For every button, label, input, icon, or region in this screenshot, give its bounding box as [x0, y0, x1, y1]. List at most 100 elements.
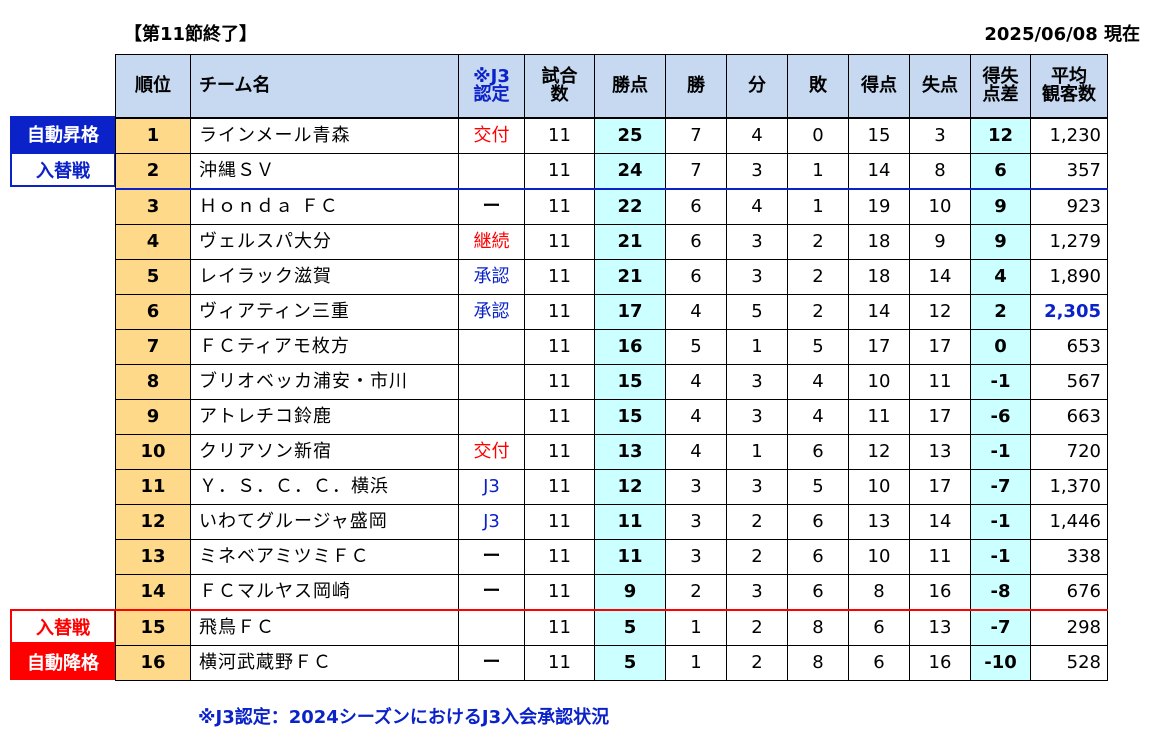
losses-cell: 5: [787, 469, 849, 505]
goal-diff-cell: 6: [970, 153, 1031, 190]
goal-diff-cell: -1: [970, 434, 1031, 470]
j3-status-cell: 交付: [458, 434, 525, 470]
played-cell: 11: [524, 224, 595, 260]
page-title: 【第11節終了】: [124, 24, 258, 45]
col-ga: 失点: [909, 54, 971, 119]
losses-cell: 4: [787, 399, 849, 435]
goals-against-cell: 12: [909, 294, 971, 330]
team-name-cell: ＦＣマルヤス岡崎: [190, 574, 459, 611]
team-name-cell: 沖縄ＳＶ: [190, 153, 459, 190]
col-attendance: 平均 観客数: [1030, 54, 1108, 119]
table-row: 2 沖縄ＳＶ 11 24 7 3 1 14 8 6 357: [115, 153, 1108, 190]
goals-against-cell: 13: [909, 434, 971, 470]
played-cell: 11: [524, 539, 595, 575]
j3-status-cell: ー: [458, 188, 525, 225]
losses-cell: 6: [787, 539, 849, 575]
goals-for-cell: 19: [848, 188, 910, 225]
attendance-cell: 663: [1030, 399, 1108, 435]
goals-for-cell: 6: [848, 645, 910, 681]
goals-for-cell: 10: [848, 469, 910, 505]
j3-status-cell: [458, 329, 525, 365]
goals-against-cell: 17: [909, 399, 971, 435]
attendance-cell: 1,446: [1030, 504, 1108, 540]
wins-cell: 7: [665, 153, 727, 190]
attendance-cell: 357: [1030, 153, 1108, 190]
points-cell: 17: [594, 294, 666, 330]
goals-for-cell: 13: [848, 504, 910, 540]
points-cell: 12: [594, 469, 666, 505]
table-row: 13 ミネベアミツミＦＣ ー 11 11 3 2 6 10 11 -1 338: [115, 539, 1108, 575]
goals-against-cell: 17: [909, 329, 971, 365]
j3-status-cell: 承認: [458, 294, 525, 330]
points-cell: 9: [594, 574, 666, 611]
points-cell: 11: [594, 504, 666, 540]
goals-against-cell: 17: [909, 469, 971, 505]
points-cell: 5: [594, 609, 666, 646]
j3-status-cell: 継続: [458, 224, 525, 260]
losses-cell: 2: [787, 259, 849, 295]
losses-cell: 1: [787, 188, 849, 225]
attendance-cell: 528: [1030, 645, 1108, 681]
rank-cell: 9: [115, 399, 191, 435]
points-cell: 13: [594, 434, 666, 470]
j3-status-cell: ー: [458, 539, 525, 575]
points-cell: 24: [594, 153, 666, 190]
goals-against-cell: 13: [909, 609, 971, 646]
footnote: ※J3認定：2024シーズンにおけるJ3入会承認状況: [198, 707, 610, 728]
col-played: 試合数: [524, 54, 595, 119]
wins-cell: 4: [665, 294, 727, 330]
goals-for-cell: 18: [848, 259, 910, 295]
losses-cell: 2: [787, 224, 849, 260]
rank-cell: 8: [115, 364, 191, 400]
table-row: 6 ヴィアティン三重 承認 11 17 4 5 2 14 12 2 2,305: [115, 294, 1108, 330]
played-cell: 11: [524, 434, 595, 470]
losses-cell: 0: [787, 117, 849, 154]
rank-cell: 14: [115, 574, 191, 611]
goal-diff-cell: 2: [970, 294, 1031, 330]
losses-cell: 6: [787, 574, 849, 611]
table-row: 8 ブリオベッカ浦安・市川 11 15 4 3 4 10 11 -1 567: [115, 364, 1108, 400]
draws-cell: 1: [726, 329, 788, 365]
standings-table: 順位 チーム名 ※J3 認定 試合数 勝点 勝 分 敗 得点 失点 得失 点差 平均…: [115, 54, 1108, 681]
draws-cell: 1: [726, 434, 788, 470]
losses-cell: 8: [787, 609, 849, 646]
played-cell: 11: [524, 364, 595, 400]
losses-cell: 8: [787, 645, 849, 681]
goals-against-cell: 14: [909, 504, 971, 540]
goal-diff-cell: -10: [970, 645, 1031, 681]
played-cell: 11: [524, 645, 595, 681]
wins-cell: 7: [665, 117, 727, 154]
wins-cell: 6: [665, 188, 727, 225]
rank-cell: 1: [115, 117, 191, 154]
points-cell: 5: [594, 645, 666, 681]
draws-cell: 3: [726, 399, 788, 435]
goals-for-cell: 15: [848, 117, 910, 154]
points-cell: 21: [594, 224, 666, 260]
played-cell: 11: [524, 117, 595, 154]
played-cell: 11: [524, 504, 595, 540]
col-win: 勝: [665, 54, 727, 119]
goals-for-cell: 14: [848, 153, 910, 190]
draws-cell: 2: [726, 504, 788, 540]
goal-diff-cell: -1: [970, 539, 1031, 575]
rank-cell: 13: [115, 539, 191, 575]
as-of-date: 2025/06/08 現在: [984, 24, 1140, 45]
auto-promotion-label: 自動昇格: [10, 116, 116, 152]
goals-for-cell: 17: [848, 329, 910, 365]
goals-for-cell: 11: [848, 399, 910, 435]
goals-against-cell: 3: [909, 117, 971, 154]
team-name-cell: ブリオベッカ浦安・市川: [190, 364, 459, 400]
goal-diff-cell: -7: [970, 469, 1031, 505]
draws-cell: 3: [726, 364, 788, 400]
j3-status-cell: 承認: [458, 259, 525, 295]
goal-diff-cell: 0: [970, 329, 1031, 365]
goal-diff-cell: -6: [970, 399, 1031, 435]
team-name-cell: Ｙ．Ｓ．Ｃ．Ｃ．横浜: [190, 469, 459, 505]
points-cell: 25: [594, 117, 666, 154]
attendance-cell: 298: [1030, 609, 1108, 646]
attendance-cell: 720: [1030, 434, 1108, 470]
attendance-cell: 2,305: [1030, 294, 1108, 330]
col-draw: 分: [726, 54, 788, 119]
goal-diff-cell: 9: [970, 224, 1031, 260]
rank-cell: 11: [115, 469, 191, 505]
